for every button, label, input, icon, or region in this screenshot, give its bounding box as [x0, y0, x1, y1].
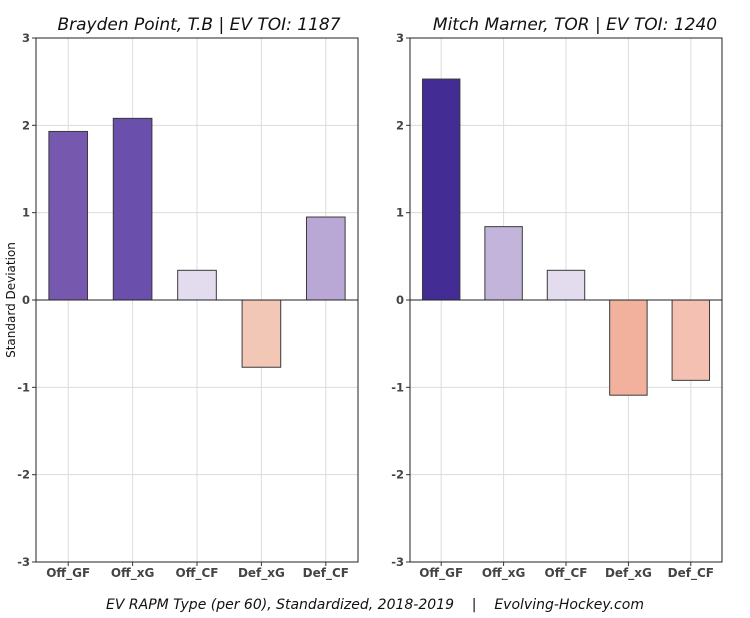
y-tick-label: -3	[17, 555, 30, 569]
bar-off-cf	[546, 269, 586, 301]
bar-off-xg	[484, 226, 523, 301]
bar-def-xg	[241, 299, 282, 368]
footer-source-text: EV RAPM Type (per 60), Standardized, 201…	[106, 597, 454, 613]
x-tick-label: Def_xG	[238, 566, 285, 581]
bar-off-xg	[112, 117, 153, 301]
bar-off-gf	[421, 78, 461, 301]
chart-footer: EV RAPM Type (per 60), Standardized, 201…	[0, 597, 750, 613]
y-tick-label: -1	[17, 380, 30, 394]
y-tick-label: 0	[396, 293, 404, 307]
chart-title: Mitch Marner, TOR | EV TOI: 1240	[433, 15, 717, 35]
y-tick-label: 2	[22, 118, 30, 132]
y-tick-label: 0	[22, 293, 30, 307]
bar-off-cf	[177, 269, 217, 301]
chart-panel-mitch-marner: Mitch Marner, TOR | EV TOI: 1240 3 2 1 0 -1 -2…	[391, 15, 723, 581]
x-tick-label: Off_xG	[111, 566, 155, 581]
x-tick-label: Off_GF	[46, 566, 90, 581]
y-tick-label: 2	[396, 118, 404, 132]
y-tick-label: 3	[396, 31, 404, 45]
y-tick-label: 3	[22, 31, 30, 45]
x-tick-label: Def_xG	[605, 566, 652, 581]
y-axis-label: Standard Deviation	[4, 242, 18, 358]
chart-panel-brayden-point: Brayden Point, T.B | EV TOI: 1187 3 2 1 0 -1 -…	[17, 15, 359, 581]
x-tick-label: Off_CF	[176, 566, 219, 581]
y-tick-label: -2	[391, 468, 404, 482]
footer-site-text: Evolving-Hockey.com	[494, 597, 644, 613]
x-tick-label: Off_xG	[482, 566, 526, 581]
y-tick-label: -3	[391, 555, 404, 569]
chart-title: Brayden Point, T.B | EV TOI: 1187	[57, 15, 340, 35]
bar-def-cf	[305, 216, 346, 301]
footer-separator: |	[471, 597, 477, 613]
bar-def-xg	[609, 299, 648, 396]
y-tick-label: -2	[17, 468, 30, 482]
x-tick-label: Off_GF	[419, 566, 463, 581]
y-tick-label: -1	[391, 380, 404, 394]
bar-def-cf	[671, 299, 711, 381]
y-tick-label: 1	[22, 206, 30, 220]
y-tick-label: 1	[396, 206, 404, 220]
bar-off-gf	[48, 130, 89, 301]
x-tick-label: Off_CF	[545, 566, 588, 581]
x-tick-label: Def_CF	[668, 566, 714, 581]
x-tick-label: Def_CF	[303, 566, 349, 581]
